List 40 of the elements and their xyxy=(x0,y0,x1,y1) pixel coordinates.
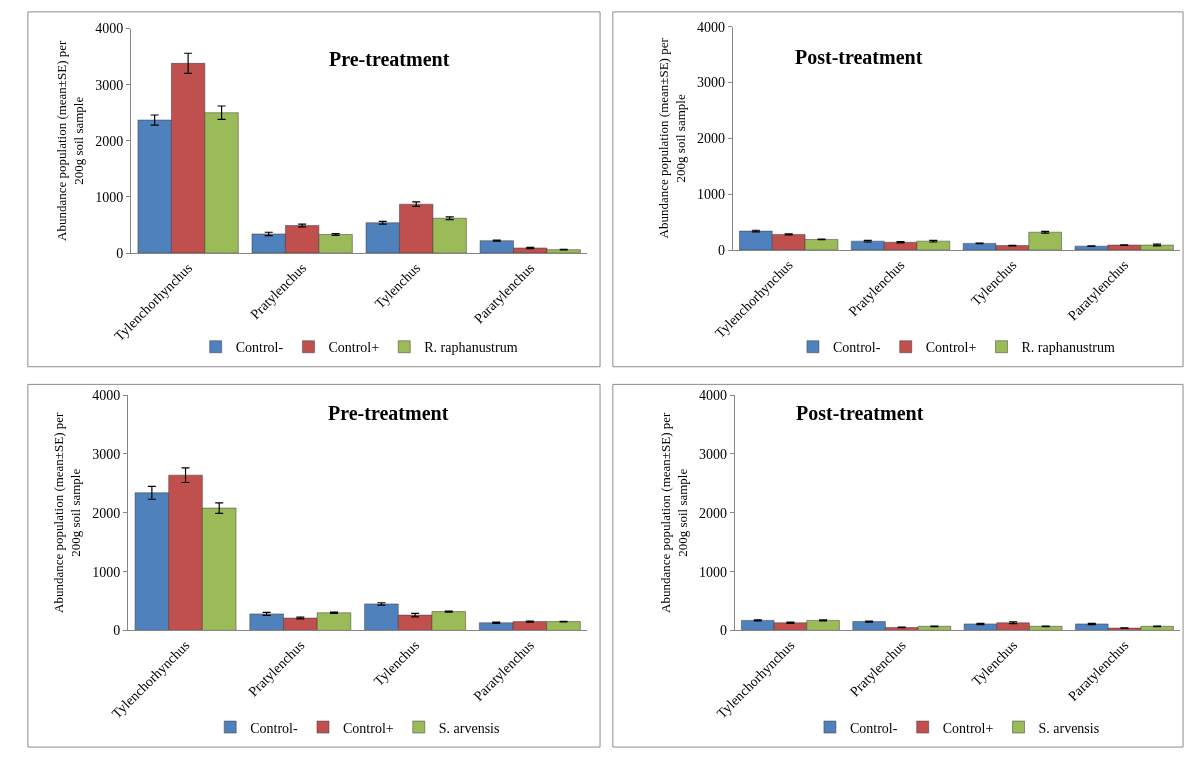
y-tick-label: 2000 xyxy=(696,131,725,147)
y-tick-label: 0 xyxy=(113,623,121,639)
y-tick-label: 1000 xyxy=(95,189,124,205)
legend-label: S. arvensis xyxy=(1038,720,1100,736)
y-tick-label: 4000 xyxy=(696,19,725,35)
y-tick-label: 4000 xyxy=(95,21,124,37)
y-axis-title: Abundance population (mean±SE) per 200g soil sample xyxy=(51,411,84,613)
y-tick-label: 0 xyxy=(717,242,725,258)
legend-label: R. raphanustrum xyxy=(1021,340,1115,356)
y-axis-title: Abundance population (mean±SE) per 200g soil sample xyxy=(54,40,87,241)
y-tick-label: 1000 xyxy=(698,564,727,580)
y-tick-label: 3000 xyxy=(696,75,725,91)
chart-title: Post-treatment xyxy=(796,402,924,424)
y-tick-label: 3000 xyxy=(95,77,124,93)
legend-label: S. arvensis xyxy=(438,720,500,736)
y-tick-label: 2000 xyxy=(92,505,121,521)
y-tick-label: 4000 xyxy=(92,388,121,404)
legend-label: Control+ xyxy=(925,340,977,356)
y-tick-label: 3000 xyxy=(698,446,727,462)
chart-title: Pre-treatment xyxy=(328,402,449,424)
y-tick-label: 0 xyxy=(719,623,727,639)
legend-label: Control- xyxy=(849,720,898,736)
text: Post-treatment xyxy=(795,46,923,68)
y-axis-title: Abundance population (mean±SE) per 200g soil sample xyxy=(658,411,690,613)
y-tick-label: 1000 xyxy=(696,187,725,203)
legend-label: Control- xyxy=(832,340,881,356)
legend-label: Control- xyxy=(235,340,284,356)
y-tick-label: 2000 xyxy=(698,505,727,521)
legend-label: Control- xyxy=(250,720,298,736)
text: Pre-treatment xyxy=(329,48,450,70)
y-tick-label: 2000 xyxy=(95,133,124,149)
y-tick-label: 4000 xyxy=(698,388,727,404)
legend-label: Control+ xyxy=(342,720,394,736)
y-tick-label: 3000 xyxy=(92,446,121,462)
legend-label: Control+ xyxy=(328,340,380,356)
legend-label: Control+ xyxy=(942,720,994,736)
y-tick-label: 1000 xyxy=(92,564,121,580)
y-axis-title: Abundance population (mean±SE) per 200g soil sample xyxy=(656,37,688,239)
legend-label: R. raphanustrum xyxy=(424,340,518,356)
y-tick-label: 0 xyxy=(116,245,124,261)
